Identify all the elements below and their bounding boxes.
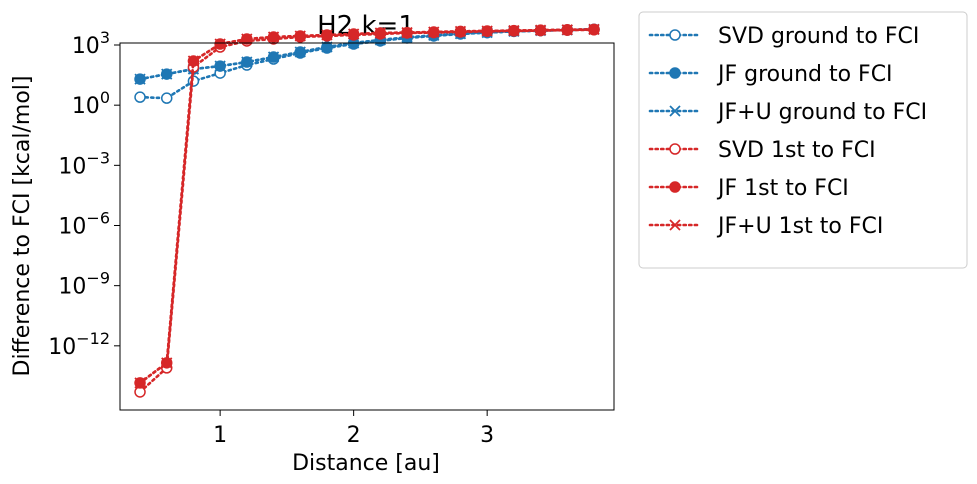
series-4-point-16 [561, 24, 574, 36]
legend-marker-0 [669, 29, 681, 41]
legend-label-2: JF+U ground to FCI [716, 100, 927, 125]
legend-item-0: SVD ground to FCI [648, 24, 919, 49]
legend-marker-5 [669, 219, 681, 231]
x-axis-label: Distance [au] [292, 451, 440, 476]
series-4-point-1 [160, 357, 173, 369]
legend-item-1: JF ground to FCI [648, 62, 893, 87]
series-4-point-2 [187, 55, 200, 67]
series-4-point-5 [267, 31, 280, 43]
y-tick-exponent-4: −12 [76, 329, 110, 348]
series-line-4 [138, 28, 596, 385]
legend-item-5: JF+U 1st to FCI [648, 214, 883, 239]
legend-item-2: JF+U ground to FCI [648, 100, 927, 125]
series-4-point-11 [428, 26, 440, 38]
legend-marker-1 [669, 67, 681, 79]
series-1-point-4 [241, 56, 253, 68]
y-tick-label-3: 10−9 [58, 269, 110, 300]
y-tick-base-0: 10 [72, 94, 100, 119]
series-4-point-4 [241, 33, 253, 45]
y-tick-label-5: 103 [72, 28, 110, 59]
legend-item-4: JF 1st to FCI [648, 176, 849, 201]
series-4-point-14 [508, 24, 520, 37]
series-4-point-0 [134, 377, 146, 389]
y-tick-base-4: 10 [48, 335, 76, 360]
legend-label-5: JF+U 1st to FCI [716, 214, 883, 239]
series-1-point-1 [160, 68, 173, 80]
y-tick-label-2: 10−6 [58, 208, 110, 239]
legend-label-0: SVD ground to FCI [718, 24, 919, 49]
legend-item-3: SVD 1st to FCI [648, 138, 876, 163]
legend-marker-4 [669, 181, 681, 193]
series-1-point-3 [214, 60, 226, 72]
series-1-point-7 [321, 41, 333, 53]
x-tick-label-0: 1 [213, 423, 227, 448]
y-tick-exponent-0: 0 [100, 88, 110, 107]
x-axis: 1 2 3 [213, 410, 494, 448]
series-line-5 [138, 28, 596, 385]
legend: SVD ground to FCI JF ground to FCI JF+U gr… [638, 11, 968, 269]
y-tick-label-0: 100 [72, 88, 110, 119]
series-4 [134, 23, 600, 389]
series-4-point-15 [534, 24, 547, 36]
series-4-point-17 [588, 23, 600, 36]
y-axis-label: Difference to FCI [kcal/mol] [10, 76, 35, 377]
series-4-point-8 [347, 28, 360, 40]
legend-items: SVD ground to FCI JF ground to FCI JF+U gr… [648, 24, 927, 239]
series-4-point-10 [401, 26, 413, 39]
series-4-point-9 [374, 27, 387, 39]
series-0-point-1 [160, 92, 173, 104]
y-tick-exponent-2: −6 [86, 208, 110, 227]
y-tick-exponent-3: −9 [86, 269, 110, 288]
x-tick-label-1: 2 [347, 423, 361, 448]
y-tick-exponent-5: 3 [100, 28, 110, 47]
x-tick-label-2: 3 [480, 423, 494, 448]
legend-frame [638, 11, 968, 269]
series-4-point-12 [454, 25, 467, 38]
plot-area [134, 23, 600, 398]
series-1-point-6 [294, 46, 306, 58]
y-tick-label-1: 10−3 [58, 148, 110, 179]
series-4-point-3 [214, 38, 226, 50]
series-line-3 [138, 28, 596, 394]
series-1-point-5 [267, 51, 280, 63]
legend-label-4: JF 1st to FCI [716, 176, 849, 201]
series-4-point-7 [321, 29, 333, 41]
y-tick-label-4: 10−12 [48, 329, 110, 360]
series-4-point-13 [481, 25, 493, 37]
y-tick-exponent-1: −3 [86, 148, 110, 167]
plot-frame [119, 42, 615, 411]
y-tick-base-2: 10 [58, 214, 86, 239]
legend-label-1: JF ground to FCI [716, 62, 893, 87]
series-1-point-0 [134, 73, 146, 85]
series-3 [134, 24, 600, 398]
series-0-point-0 [134, 91, 146, 103]
legend-marker-2 [669, 105, 681, 117]
y-tick-base-3: 10 [58, 275, 86, 300]
legend-marker-3 [669, 143, 681, 155]
y-tick-base-1: 10 [58, 154, 86, 179]
series-4-point-6 [294, 30, 306, 42]
y-tick-base-5: 10 [72, 34, 100, 59]
legend-label-3: SVD 1st to FCI [718, 138, 876, 163]
